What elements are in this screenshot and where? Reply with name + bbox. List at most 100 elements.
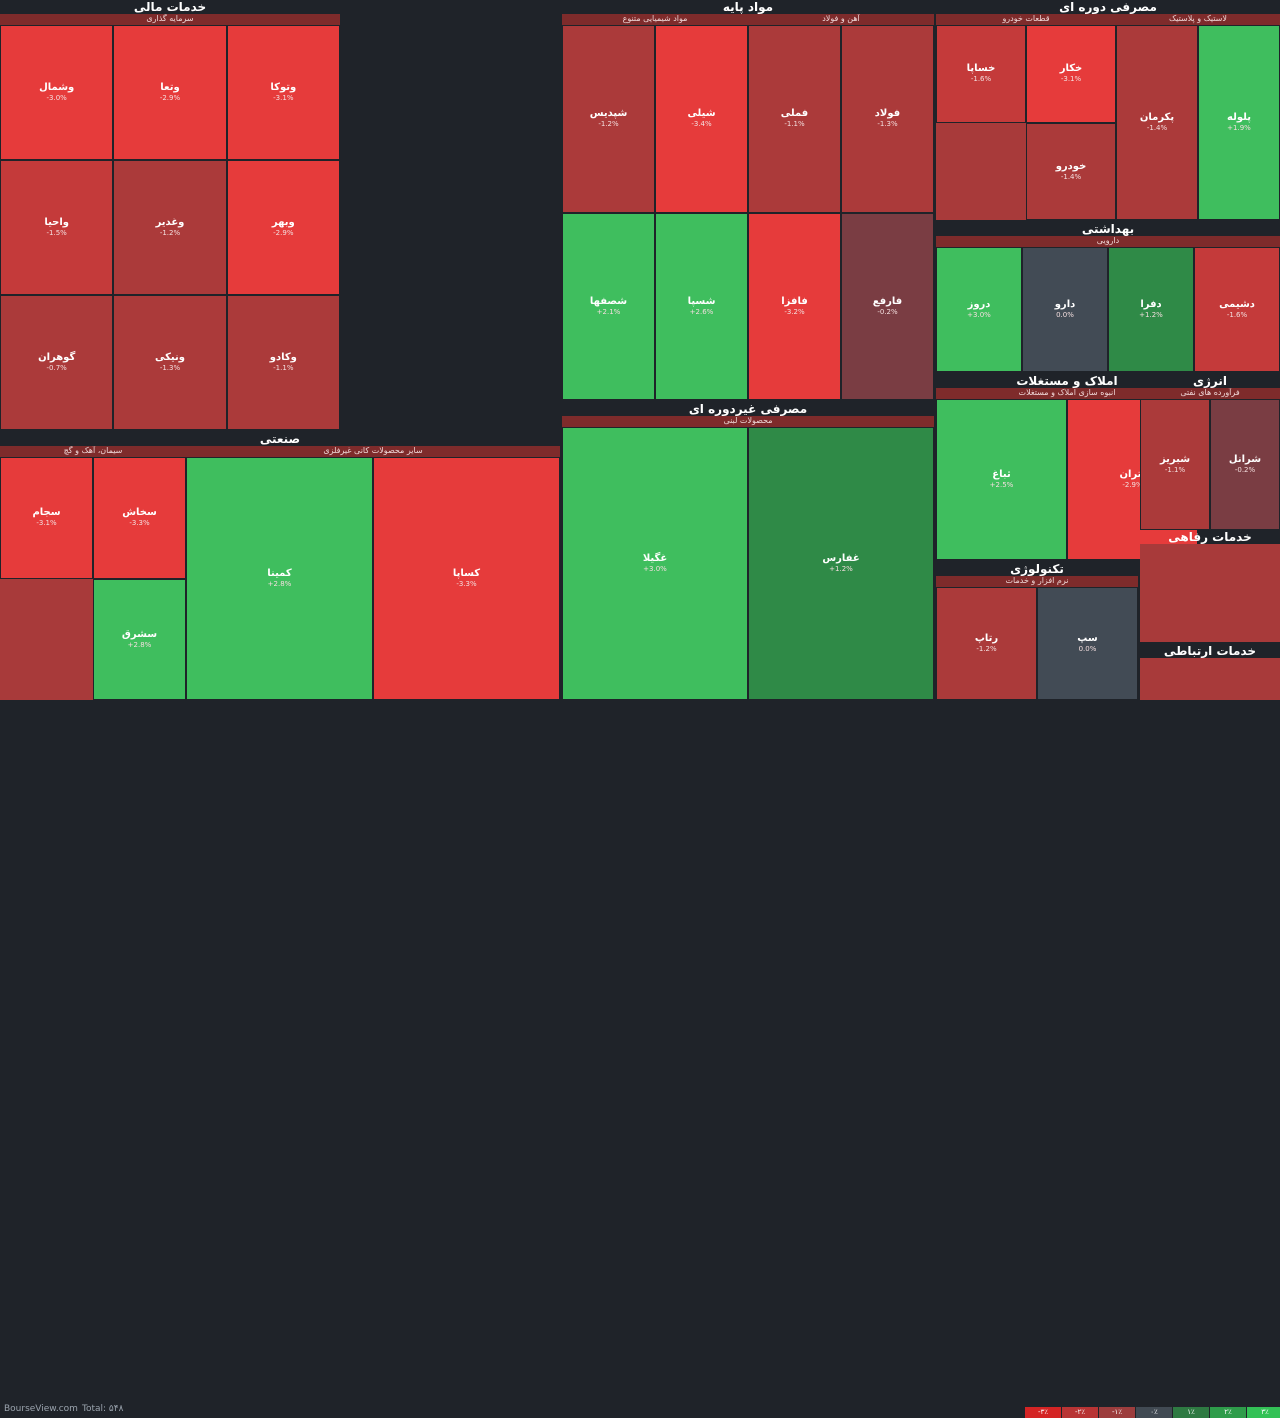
stock-symbol: شیلی [687, 108, 716, 120]
stock-cell[interactable]: شپدیس -1.2% [562, 25, 655, 213]
stock-cell[interactable]: کساپا -3.3% [373, 457, 560, 700]
stock-change: -1.1% [273, 364, 294, 372]
stock-symbol: ونیکی [154, 352, 185, 363]
stock-change: -0.2% [877, 307, 898, 316]
legend-item: -۱٪ [1099, 1407, 1135, 1418]
stock-symbol: رتاپ [974, 633, 999, 644]
stock-change: +1.2% [1139, 311, 1163, 319]
legend-item: -۳٪ [1025, 1407, 1061, 1418]
sector-block [1140, 544, 1280, 642]
stock-change: -1.2% [976, 645, 997, 653]
industry-title: لاستیک و پلاستیک [1116, 14, 1280, 25]
industry-title: فرآورده های نفتی [1140, 388, 1280, 399]
stock-cell[interactable]: سخاش -3.3% [93, 457, 186, 579]
stock-cell[interactable]: کمینا +2.8% [186, 457, 373, 700]
sector-title: بهداشتی [1081, 222, 1135, 236]
stock-cell[interactable]: فولاد -1.3% [841, 25, 934, 213]
stock-cell[interactable]: وشمال -3.0% [0, 25, 114, 160]
sector-title: تکنولوژی [1010, 562, 1064, 576]
stock-cell[interactable]: ونیکی -1.3% [113, 295, 227, 430]
stock-cell[interactable]: وبهر -2.9% [226, 160, 340, 295]
industry-title: آهن و فولاد [748, 14, 934, 25]
legend-item: ۱٪ [1173, 1407, 1209, 1418]
stock-cell[interactable]: دشیمی -1.6% [1194, 247, 1280, 372]
stock-change: -3.4% [691, 120, 712, 129]
industry-title: محصولات لبنی [562, 416, 934, 427]
treemap: خدمات مالی سرمایه گذاری وتوکا -3.1% وتعا -2.9… [0, 0, 1280, 700]
stock-symbol: وتوکا [270, 82, 297, 93]
stock-cell[interactable]: خساپا -1.6% [936, 25, 1026, 123]
stock-cell[interactable]: گوهران -0.7% [0, 295, 114, 430]
stock-cell[interactable]: پلوله +1.9% [1198, 25, 1280, 220]
stock-change: +1.2% [829, 565, 853, 573]
stock-change: -1.6% [970, 75, 992, 84]
stock-cell[interactable]: وغدیر -1.2% [113, 160, 227, 295]
stock-cell[interactable]: وتوکا -3.1% [226, 25, 340, 160]
stock-symbol: وغدیر [155, 217, 185, 228]
stock-symbol: سپ [1077, 633, 1098, 644]
legend-item: -۲٪ [1062, 1407, 1098, 1418]
stock-symbol: خودرو [1055, 160, 1087, 172]
stock-cell[interactable]: ثباغ +2.5% [936, 399, 1067, 560]
stock-cell[interactable]: شیلی -3.4% [655, 25, 748, 213]
sector-title: انرژی [1193, 374, 1227, 388]
industry-title: نرم افزار و خدمات [936, 576, 1138, 587]
stock-cell[interactable]: شصفها +2.1% [562, 212, 655, 400]
stock-cell[interactable]: فملی -1.1% [748, 25, 841, 213]
stock-symbol: ثتران [1119, 469, 1146, 480]
stock-change: +1.9% [1227, 124, 1251, 132]
stock-symbol: کمینا [267, 568, 292, 579]
stock-cell[interactable]: شسپا +2.6% [655, 212, 748, 400]
stock-symbol: فارفع [872, 295, 903, 307]
stock-cell[interactable]: دفرا +1.2% [1108, 247, 1194, 372]
stock-cell[interactable]: غفارس +1.2% [748, 427, 934, 700]
sector-title: مصرفی دوره ای [1059, 0, 1157, 14]
site-name[interactable]: BourseView.com [4, 1404, 78, 1414]
stock-cell[interactable]: شبریز -1.1% [1140, 399, 1210, 530]
stock-change: -1.4% [1146, 124, 1168, 132]
stock-change: -3.0% [46, 94, 67, 102]
stock-change: -1.2% [598, 120, 619, 129]
stock-symbol: پکرمان [1139, 112, 1175, 123]
stock-cell[interactable]: وکادو -1.1% [226, 295, 340, 430]
legend-item: ۰٪ [1136, 1407, 1172, 1418]
stock-cell[interactable]: پکرمان -1.4% [1116, 25, 1198, 220]
sector-title: خدمات مالی [133, 0, 207, 14]
stock-symbol: فافزا [781, 295, 808, 307]
stock-cell[interactable]: رتاپ -1.2% [936, 587, 1037, 700]
stock-cell[interactable]: واحیا -1.5% [0, 160, 114, 295]
stock-change: -0.2% [1234, 466, 1256, 474]
stock-cell[interactable]: سجام -3.1% [0, 457, 93, 579]
industry-title: قطعات خودرو [936, 14, 1116, 25]
industry-title: مواد شیمیایی متنوع [562, 14, 748, 25]
stock-cell[interactable]: شرانل -0.2% [1210, 399, 1280, 530]
industry-title: سیمان، آهک و گچ [0, 446, 186, 457]
stock-cell[interactable]: خودرو -1.4% [1026, 122, 1116, 220]
stock-symbol: شبریز [1159, 454, 1191, 465]
stock-cell[interactable]: دارو 0.0% [1022, 247, 1108, 372]
stock-symbol: غگیلا [642, 553, 668, 564]
stock-symbol: دشیمی [1219, 299, 1255, 310]
sector-title: مصرفی غیردوره ای [688, 402, 808, 416]
stock-change: +2.5% [989, 481, 1014, 489]
stock-cell[interactable]: غگیلا +3.0% [562, 427, 748, 700]
legend-item: ۳٪ [1247, 1407, 1280, 1418]
industry-title: سایر محصولات کانی غیرفلزی [186, 446, 560, 457]
stock-symbol: کساپا [452, 568, 481, 579]
stock-symbol: شرانل [1228, 454, 1262, 465]
stock-cell[interactable]: سپ 0.0% [1037, 587, 1138, 700]
stock-change: -2.9% [273, 229, 294, 237]
stock-cell[interactable]: سشرق +2.8% [93, 578, 186, 700]
stock-cell[interactable]: خکار -3.1% [1026, 25, 1116, 123]
stock-cell[interactable]: فافزا -3.2% [748, 212, 841, 400]
stock-cell[interactable]: دروز +3.0% [936, 247, 1022, 372]
stock-change: -2.9% [1122, 481, 1143, 489]
stock-change: -1.4% [1060, 172, 1082, 181]
stock-cell[interactable]: فارفع -0.2% [841, 212, 934, 400]
stock-change: +2.8% [127, 640, 152, 649]
stock-change: +3.0% [643, 565, 667, 573]
industry-title: انبوه سازی املاک و مستغلات [936, 388, 1198, 399]
stock-cell[interactable]: وتعا -2.9% [113, 25, 227, 160]
stock-change: -1.3% [877, 120, 898, 129]
stock-change: -1.1% [784, 120, 805, 129]
